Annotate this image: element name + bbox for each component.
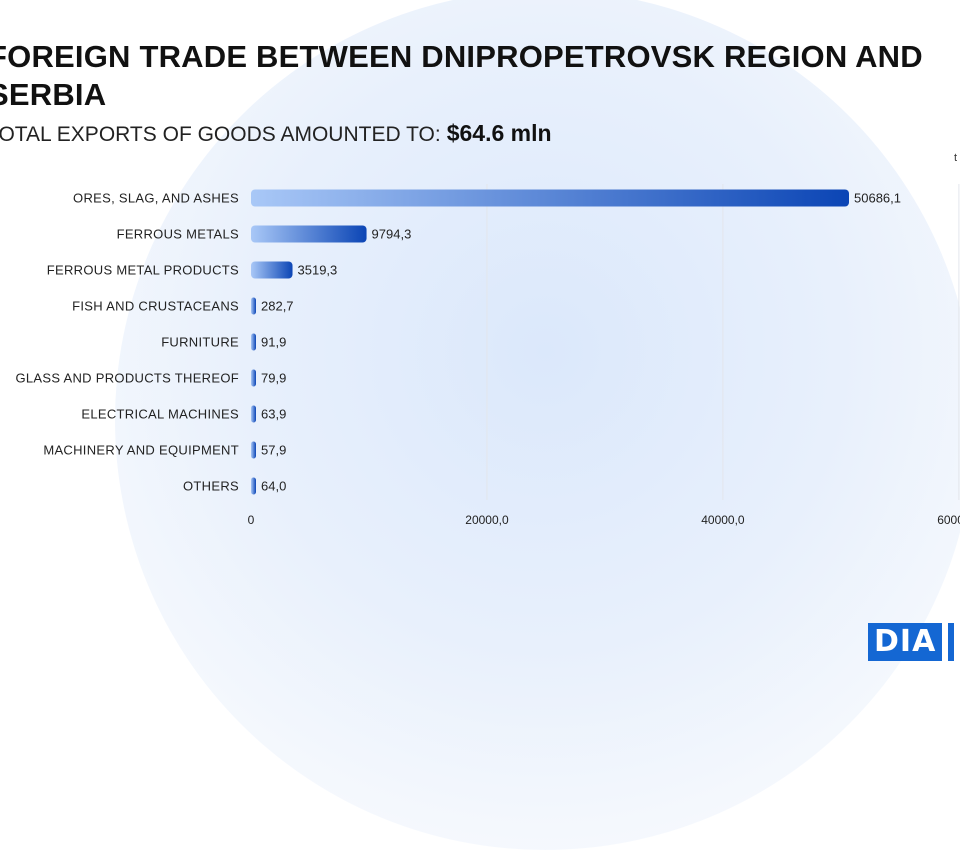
bar xyxy=(251,405,256,423)
x-tick-label: 60000,0 xyxy=(937,513,960,527)
logo-text: DIA xyxy=(868,623,943,661)
x-tick-label: 20000,0 xyxy=(465,513,509,527)
category-label: OTHERS xyxy=(183,479,239,494)
x-tick-label: 40000,0 xyxy=(701,513,745,527)
category-label: GLASS AND PRODUCTS THEREOF xyxy=(15,371,239,386)
unit-label: t xyxy=(954,152,958,164)
bar xyxy=(251,225,367,243)
chart-subtitle: TOTAL EXPORTS OF GOODS AMOUNTED TO: $64.6… xyxy=(0,120,552,147)
logo-tail-shape xyxy=(948,623,955,661)
category-label: FISH AND CRUSTACEANS xyxy=(72,299,239,314)
dia-logo: DIA xyxy=(868,622,955,662)
bar-chart: 0 20000,0 40000,0 60000,0 ORES, SLAG, AND AS… xyxy=(15,184,960,527)
value-label: 63,9 xyxy=(261,407,286,422)
category-label: FERROUS METALS xyxy=(117,227,239,242)
category-label: ELECTRICAL MACHINES xyxy=(81,407,239,422)
total-exports-value: $64.6 mln xyxy=(446,120,552,146)
value-label: 79,9 xyxy=(261,371,286,386)
value-label: 3519,3 xyxy=(298,263,338,278)
background-circle xyxy=(115,0,960,850)
x-tick-label: 0 xyxy=(248,513,255,527)
category-label: MACHINERY AND EQUIPMENT xyxy=(43,443,239,458)
bar xyxy=(251,189,849,207)
bar xyxy=(251,297,256,315)
subtitle-label: TOTAL EXPORTS OF GOODS AMOUNTED TO: xyxy=(0,123,441,146)
value-label: 9794,3 xyxy=(372,227,412,242)
category-label: FURNITURE xyxy=(161,335,239,350)
chart-title: FOREIGN TRADE BETWEEN DNIPROPETROVSK REG… xyxy=(0,39,923,112)
value-label: 57,9 xyxy=(261,443,286,458)
bar xyxy=(251,441,256,459)
bar xyxy=(251,261,293,279)
value-label: 91,9 xyxy=(261,335,286,350)
bar xyxy=(251,477,256,495)
category-label: FERROUS METAL PRODUCTS xyxy=(47,263,239,278)
bar xyxy=(251,333,256,351)
value-label: 50686,1 xyxy=(854,191,901,206)
bar xyxy=(251,369,256,387)
category-label: ORES, SLAG, AND ASHES xyxy=(73,191,239,206)
value-label: 64,0 xyxy=(261,479,286,494)
value-label: 282,7 xyxy=(261,299,294,314)
